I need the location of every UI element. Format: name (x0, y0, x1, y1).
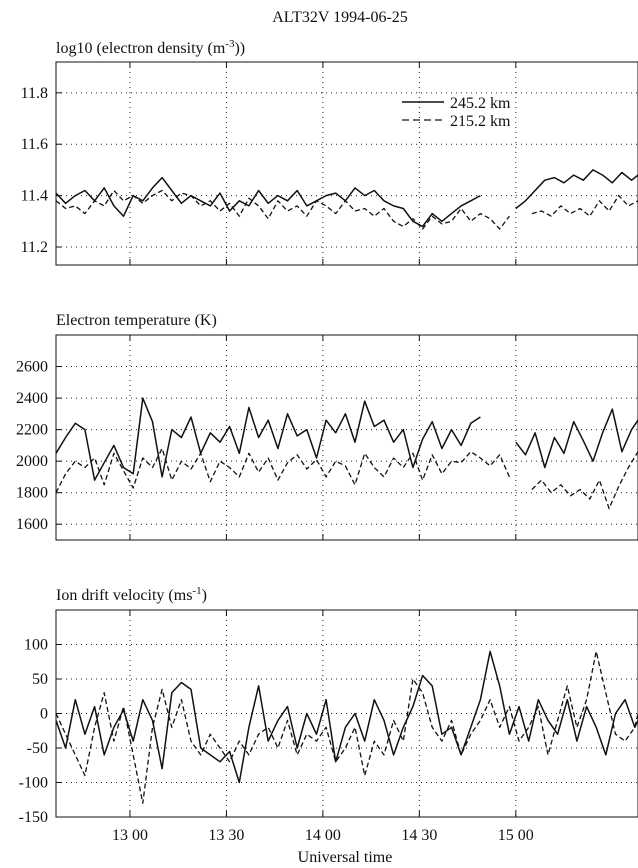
series-line-2 (55, 189, 638, 230)
panel-1-y-ticks: 11.2 11.4 11.6 11.8 (21, 85, 62, 256)
panel-2-series (55, 397, 638, 510)
panel-2-y-ticks: 1600 1800 2000 2200 2400 2600 (16, 359, 62, 533)
panel-3-series (55, 650, 638, 804)
y-tick-label: 11.6 (21, 136, 48, 153)
y-tick-label: 100 (24, 637, 48, 654)
y-tick-label: 0 (40, 706, 48, 723)
panel-3-title: Ion drift velocity (ms-1) (56, 585, 207, 604)
panel-electron-temperature: Electron temperature (K) 1600 1800 2000 220… (16, 312, 638, 541)
x-tick-label: 13 30 (208, 827, 244, 844)
panel-1-x-ticks (129, 62, 517, 265)
panel-2-title: Electron temperature (K) (56, 312, 217, 329)
y-tick-label: 2000 (16, 453, 48, 470)
y-tick-label: 11.4 (21, 188, 48, 205)
y-tick-label: -100 (19, 775, 48, 792)
panel-3-frame (55, 609, 638, 818)
x-tick-label: 14 00 (305, 827, 341, 844)
y-tick-label: 11.8 (21, 85, 48, 102)
series-line-1 (55, 169, 638, 228)
y-tick-label: 2200 (16, 422, 48, 439)
panel-3-y-ticks: -150 -100 -50 0 50 100 (19, 637, 62, 826)
y-tick-label: -150 (19, 809, 48, 826)
panel-3-x-ticks (129, 610, 517, 817)
series-line-1 (55, 650, 638, 784)
y-tick-label: 1800 (16, 485, 48, 502)
panel-1-grid (56, 62, 638, 265)
panel-electron-density: log10 (electron density (m-3)) 11.211.41… (21, 38, 638, 266)
panel-1-title: log10 (electron density (m-3)) (56, 38, 245, 57)
panel-2-grid (56, 335, 638, 540)
legend: 245.2 km 215.2 km (402, 95, 511, 130)
panel-2-frame (55, 334, 638, 541)
x-tick-label: 14 30 (401, 827, 437, 844)
y-tick-label: -50 (27, 740, 48, 757)
y-tick-label: 2600 (16, 359, 48, 376)
panel-3-grid (56, 610, 638, 817)
y-tick-label: 1600 (16, 516, 48, 533)
figure-title: ALT32V 1994-06-25 (272, 9, 408, 26)
legend-label-1: 245.2 km (450, 95, 511, 112)
y-tick-label: 2400 (16, 390, 48, 407)
panel-1-frame (55, 61, 638, 266)
legend-label-2: 215.2 km (450, 113, 511, 130)
x-axis-label: Universal time (298, 849, 393, 866)
panel-ion-drift-velocity: Ion drift velocity (ms-1) -150 -100 -50 0 50… (19, 585, 638, 844)
x-tick-labels: 13 00 13 30 14 00 14 30 15 00 (112, 827, 534, 844)
panel-1-series (55, 169, 638, 230)
panel-2-x-ticks (129, 335, 517, 540)
series-line-2 (55, 447, 638, 510)
series-line-2 (55, 650, 638, 804)
series-line-1 (55, 397, 638, 481)
x-tick-label: 15 00 (498, 827, 534, 844)
y-tick-label: 50 (32, 671, 48, 688)
y-tick-label: 11.2 (21, 239, 48, 256)
x-tick-label: 13 00 (112, 827, 148, 844)
